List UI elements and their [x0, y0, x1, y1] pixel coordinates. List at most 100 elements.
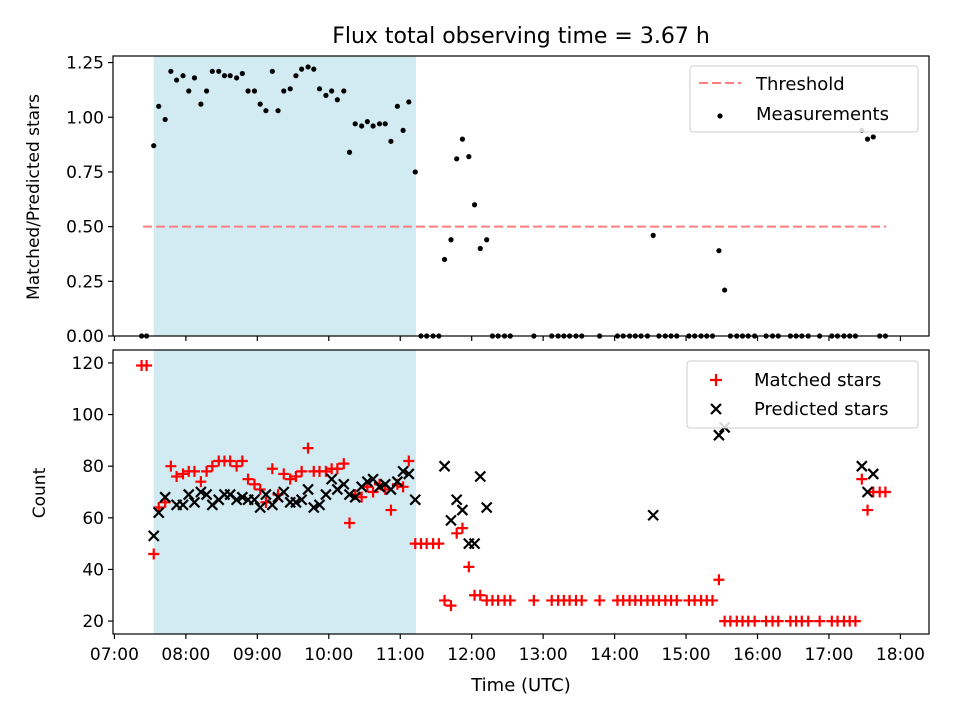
measurement-point — [234, 75, 240, 81]
measurement-point — [263, 108, 269, 114]
legend-measurements-swatch — [717, 113, 723, 119]
measurement-point — [281, 88, 287, 94]
predicted-star-point — [266, 499, 279, 511]
predicted-star-point — [152, 506, 165, 519]
predicted-star-point — [313, 499, 326, 511]
measurement-point — [459, 136, 466, 142]
matched-star-point — [802, 615, 814, 627]
matched-star-point — [284, 473, 296, 485]
top-panel: 0.00 0.25 0.50 0.75 1.00 1.25 Matched/Predict… — [24, 54, 930, 347]
predicted-star-point — [450, 493, 463, 506]
matched-star-point — [403, 455, 415, 467]
measurement-point — [293, 73, 299, 79]
predicted-star-point — [349, 491, 362, 503]
predicted-star-point — [397, 465, 409, 478]
measurement-point — [346, 149, 353, 155]
predicted-star-point — [409, 493, 422, 506]
matched-star-point — [671, 594, 683, 606]
bottom-y-tick-label: 40 — [82, 560, 104, 580]
matched-star-point — [445, 600, 457, 612]
x-axis-label: Time (UTC) — [470, 675, 571, 696]
measurement-point — [388, 138, 394, 144]
predicted-star-point — [277, 486, 290, 498]
top-y-tick-label: 0.75 — [66, 163, 104, 183]
predicted-star-point — [248, 493, 261, 506]
predicted-star-point — [856, 460, 868, 472]
measurement-point — [168, 68, 174, 74]
measurement-point — [376, 121, 383, 127]
matched-star-point — [248, 478, 260, 490]
matched-star-point — [195, 476, 207, 488]
predicted-star-point — [456, 504, 469, 516]
matched-star-point — [148, 548, 160, 560]
measurement-point — [716, 248, 722, 254]
predicted-star-point — [338, 478, 350, 491]
bottom-plot-frame — [112, 349, 930, 635]
top-axis-ticks: 0.00 0.25 0.50 0.75 1.00 1.25 — [66, 54, 902, 347]
matched-star-point — [713, 574, 725, 586]
predicted-star-point — [159, 491, 171, 503]
x-tick-label: 07:00 — [90, 645, 139, 665]
matched-star-point — [141, 359, 153, 371]
measurement-point — [352, 121, 358, 127]
bottom-y-tick-label: 100 — [72, 406, 104, 426]
matched-star-point — [528, 594, 540, 606]
measurement-point — [311, 66, 317, 72]
predicted-star-point — [295, 493, 308, 506]
matched-star-point — [772, 615, 784, 627]
measurement-point — [650, 232, 656, 238]
matched-star-point — [242, 473, 254, 485]
bottom-legend-box — [686, 360, 919, 429]
legend-matched-label: Matched stars — [754, 370, 881, 391]
measurement-point — [151, 143, 157, 149]
x-tick-label: 10:00 — [304, 645, 353, 665]
bottom-y-tick-label: 80 — [82, 457, 104, 477]
measurement-point — [216, 68, 222, 74]
legend-matched-swatch — [710, 374, 722, 386]
predicted-star-point — [325, 473, 338, 485]
matched-star-point — [385, 504, 397, 516]
x-tick-label: 13:00 — [519, 645, 568, 665]
x-tick-label: 16:00 — [733, 645, 782, 665]
measurement-point — [441, 256, 448, 263]
top-y-tick-label: 1.25 — [66, 54, 104, 74]
predicted-star-point — [230, 493, 243, 506]
matched-star-point — [254, 483, 266, 495]
measurement-point — [471, 202, 478, 208]
x-tick-label: 12:00 — [447, 645, 496, 665]
measurement-point — [412, 169, 418, 175]
measurement-point — [323, 92, 329, 98]
measurement-point — [239, 70, 245, 77]
measurement-point — [406, 99, 412, 105]
measurement-point — [162, 116, 168, 123]
matched-star-point — [331, 463, 343, 475]
matched-star-point — [504, 594, 516, 606]
matched-star-point — [862, 504, 874, 516]
predicted-star-point — [391, 475, 404, 488]
bottom-y-tick-label: 120 — [72, 354, 104, 374]
predicted-star-point — [182, 488, 195, 501]
predicted-star-point — [290, 496, 302, 509]
measurement-point — [173, 77, 180, 83]
matched-star-point — [165, 460, 177, 472]
x-tick-label: 18:00 — [876, 645, 925, 665]
predicted-star-points — [147, 421, 880, 550]
predicted-star-point — [867, 468, 880, 480]
bottom-y-axis-label: Count — [30, 467, 50, 518]
bottom-y-tick-label: 60 — [82, 509, 104, 529]
x-tick-label: 11:00 — [376, 645, 425, 665]
measurement-point — [334, 97, 340, 103]
measurement-point — [722, 287, 728, 293]
matched-star-point — [451, 527, 463, 539]
measurement-point — [180, 73, 186, 79]
measurement-point — [394, 103, 400, 109]
bottom-legend: Matched stars Predicted stars — [686, 360, 919, 429]
matched-star-point — [344, 517, 356, 529]
measurement-point — [466, 154, 472, 160]
measurement-point — [359, 123, 365, 129]
measurement-point — [156, 103, 162, 109]
bottom-panel: 07:00 08:00 09:00 10:00 11:00 12:00 13:00 14:00… — [30, 349, 930, 696]
predicted-star-point — [177, 499, 189, 511]
top-y-tick-label: 0.25 — [66, 272, 104, 292]
